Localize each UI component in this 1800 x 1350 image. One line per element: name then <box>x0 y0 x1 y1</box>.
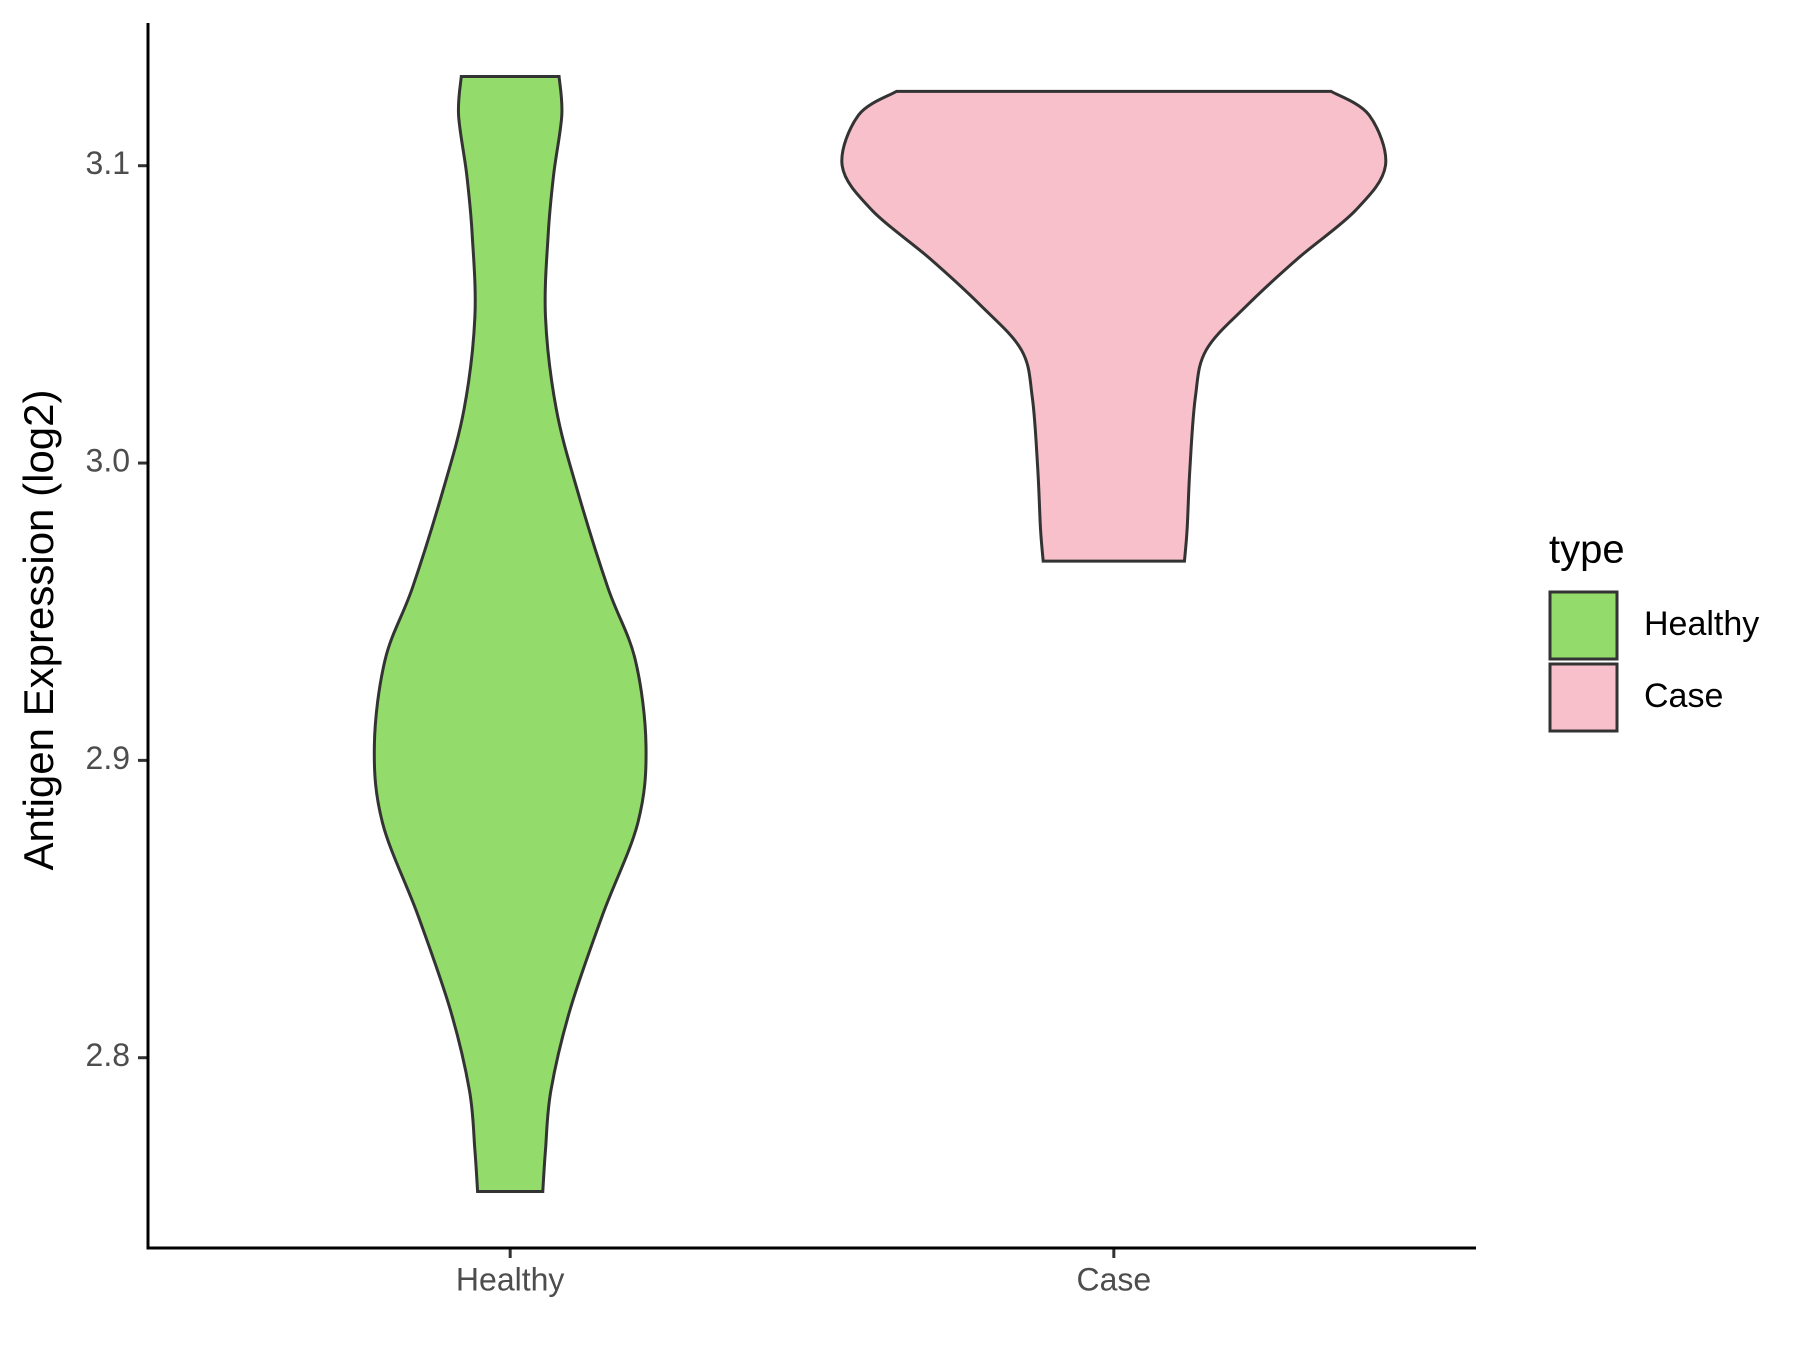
y-tick-label: 3.0 <box>86 443 130 479</box>
y-tick-label: 3.1 <box>86 145 130 181</box>
legend-key <box>1548 590 1619 661</box>
violin <box>372 75 648 1194</box>
x-tick-label: Case <box>1076 1261 1151 1297</box>
legend-label: Healthy <box>1644 605 1759 643</box>
y-tick-label: 2.8 <box>86 1037 130 1073</box>
y-tick-label: 2.9 <box>86 740 130 776</box>
legend-title: type <box>1549 528 1625 572</box>
violin <box>840 89 1388 563</box>
y-axis-title: Antigen Expression (log2) <box>15 390 62 871</box>
legend-label: Case <box>1644 677 1723 715</box>
legend-key <box>1548 662 1619 733</box>
x-tick-label: Healthy <box>456 1261 565 1297</box>
